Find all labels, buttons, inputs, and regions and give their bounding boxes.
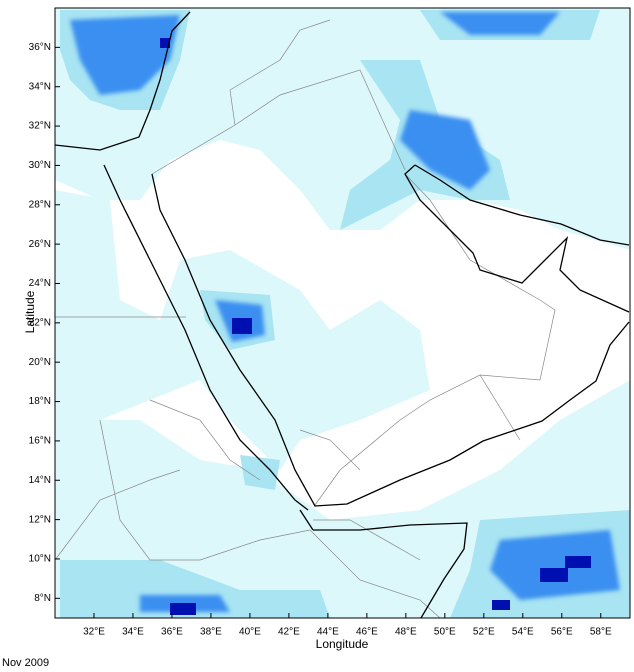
y-axis-title: Latitude (23, 290, 37, 333)
x-tick-label: 54°E (512, 627, 534, 638)
map-area (55, 8, 630, 618)
y-tick-label: 28°N (29, 199, 51, 210)
x-tick-label: 42°E (278, 627, 300, 638)
y-tick-label: 32°N (29, 121, 51, 132)
y-tick-label: 26°N (29, 239, 51, 250)
x-tick-label: 56°E (551, 627, 573, 638)
y-tick-label: 34°N (29, 81, 51, 92)
x-tick-label: 32°E (83, 627, 105, 638)
y-tick-label: 22°N (29, 317, 51, 328)
y-tick-label: 8°N (34, 593, 51, 604)
y-tick-label: 14°N (29, 475, 51, 486)
x-tick-label: 50°E (434, 627, 456, 638)
x-tick-label: 52°E (473, 627, 495, 638)
x-tick-label: 48°E (395, 627, 417, 638)
x-tick-label: 34°E (122, 627, 144, 638)
x-tick-label: 40°E (239, 627, 261, 638)
y-tick-label: 20°N (29, 357, 51, 368)
y-tick-label: 16°N (29, 436, 51, 447)
y-tick-label: 10°N (29, 554, 51, 565)
x-tick-label: 46°E (356, 627, 378, 638)
y-tick-label: 12°N (29, 514, 51, 525)
y-tick-label: 30°N (29, 160, 51, 171)
y-tick-label: 36°N (29, 42, 51, 53)
date-label: Nov 2009 (2, 657, 49, 669)
country-borders (55, 19, 556, 618)
x-tick-label: 36°E (161, 627, 183, 638)
extreme-precip (160, 38, 591, 615)
x-tick-label: 58°E (590, 627, 612, 638)
y-tick-label: 24°N (29, 278, 51, 289)
y-tick-label: 18°N (29, 396, 51, 407)
x-axis-title: Longitude (316, 637, 369, 651)
x-tick-label: 38°E (200, 627, 222, 638)
coastlines (55, 11, 630, 618)
plot-frame (54, 7, 631, 619)
x-tick-label: 44°E (317, 627, 339, 638)
